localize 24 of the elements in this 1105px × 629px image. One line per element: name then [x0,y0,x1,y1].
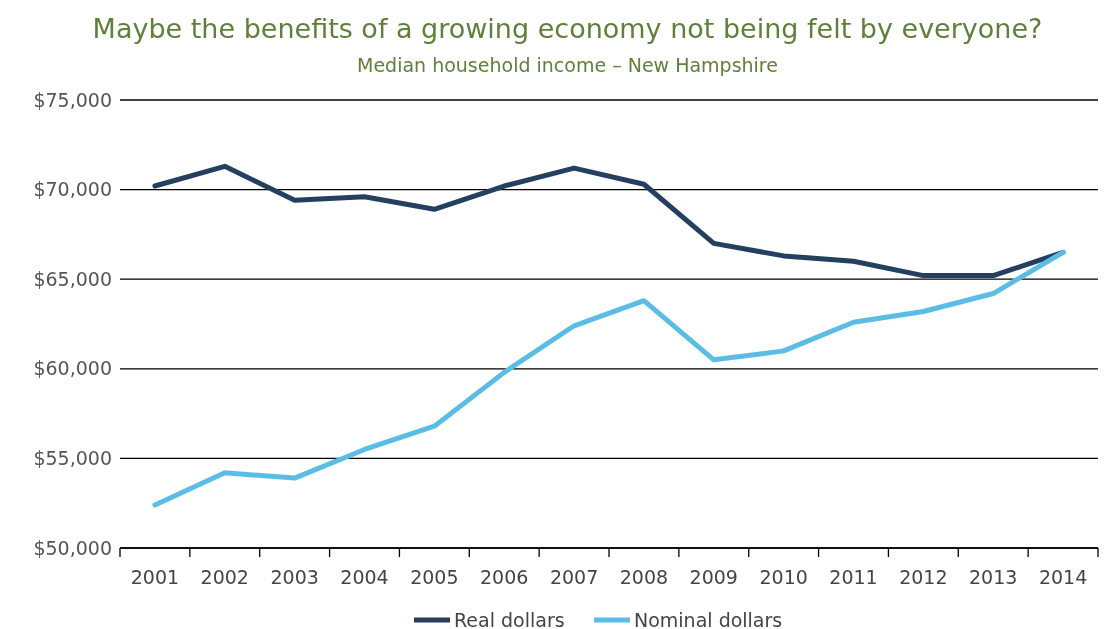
x-tick-label: 2012 [899,566,948,588]
x-tick-label: 2002 [200,566,249,588]
x-tick-label: 2014 [1038,566,1088,588]
y-tick-label: $65,000 [33,267,112,290]
chart-title: Maybe the benefits of a growing economy not being felt by everyone? [92,13,1043,44]
x-tick-label: 2009 [689,566,738,588]
x-tick-label: 2013 [969,566,1018,588]
y-tick-label: $75,000 [33,88,112,111]
x-tick-label: 2008 [619,566,669,588]
y-tick-label: $55,000 [33,447,112,470]
y-tick-label: $70,000 [33,178,112,201]
x-tick-label: 2001 [130,566,180,588]
x-tick-label: 2004 [340,566,389,588]
x-tick-label: 2003 [270,566,319,588]
y-tick-label: $50,000 [33,536,112,559]
x-tick-label: 2007 [549,566,599,588]
x-tick-label: 2005 [410,566,459,588]
chart-subtitle: Median household income – New Hampshire [357,54,778,76]
y-tick-label: $60,000 [33,357,112,380]
x-tick-label: 2011 [829,566,878,588]
x-tick-label: 2006 [480,566,529,588]
x-tick-label: 2010 [759,566,808,588]
legend-label: Real dollars [454,608,565,629]
legend-label: Nominal dollars [634,608,783,629]
